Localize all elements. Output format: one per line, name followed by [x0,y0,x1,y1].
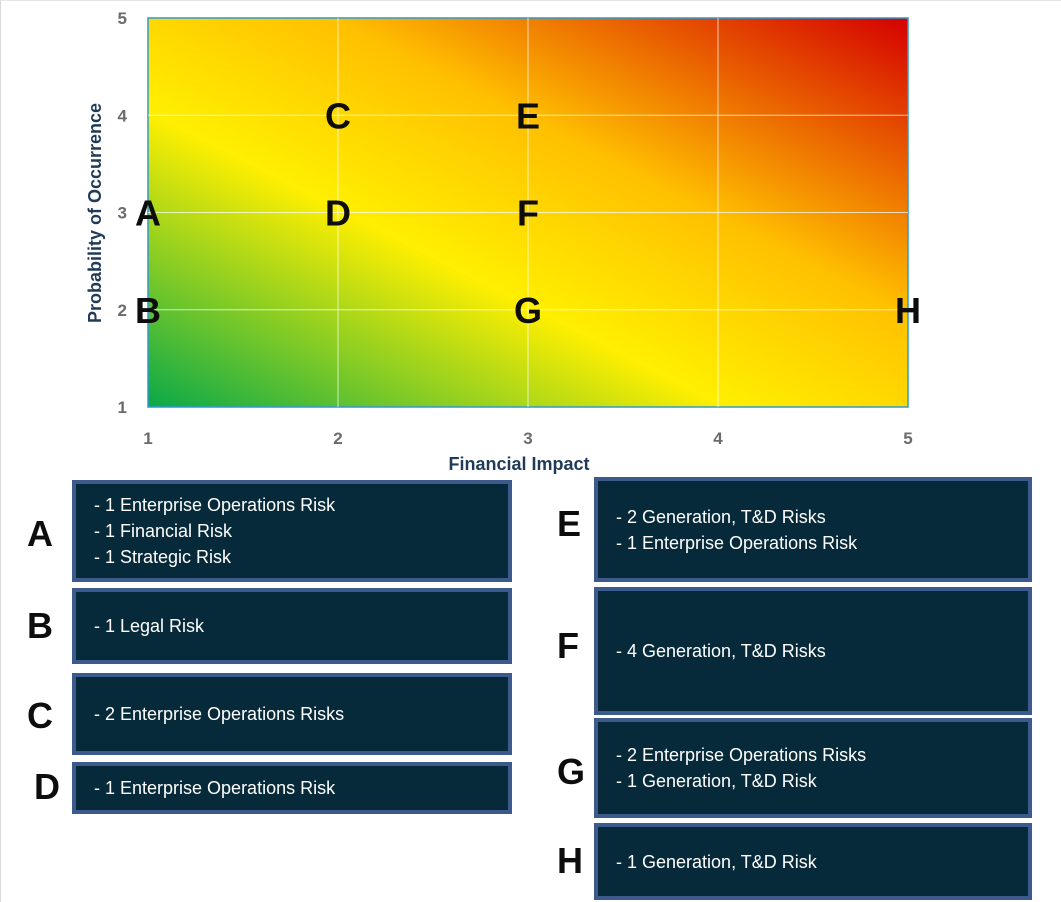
legend-line: - 1 Generation, T&D Risk [616,771,817,791]
legend-line: - 4 Generation, T&D Risks [616,641,826,661]
x-tick-label: 2 [333,429,342,448]
y-tick-label: 4 [118,106,128,125]
y-tick-label: 3 [118,204,127,223]
legend-box-c: - 2 Enterprise Operations Risks [72,673,512,755]
x-axis-label: Financial Impact [448,454,589,474]
legend-line: - 1 Generation, T&D Risk [616,851,817,872]
grid-lines [148,18,908,407]
legend-line: - 1 Strategic Risk [94,547,232,567]
legend-box-g: - 2 Enterprise Operations Risks - 1 Gener… [594,718,1032,818]
point-g: G [514,290,542,331]
legend-box-b: - 1 Legal Risk [72,588,512,664]
legend-box-d: - 1 Enterprise Operations Risk [72,762,512,814]
point-f: F [517,193,539,234]
legend-line: - 1 Enterprise Operations Risk [94,495,336,515]
y-tick-label: 5 [118,9,127,28]
point-c: C [325,95,351,136]
y-tick-label: 1 [118,398,127,417]
point-h: H [895,290,921,331]
legend-letter-a: A [27,513,53,554]
point-b: B [135,290,161,331]
legend-line: - 1 Enterprise Operations Risk [94,778,336,798]
point-e: E [516,95,540,136]
legend-box-f: - 4 Generation, T&D Risks [594,587,1032,715]
legend-line: - 1 Enterprise Operations Risk [616,532,858,553]
point-a: A [135,193,161,234]
y-tick-label: 2 [118,301,127,320]
x-tick-label: 1 [143,429,152,448]
legend-letter-f: F [557,625,579,666]
x-tick-label: 5 [903,429,912,448]
legend-box-e: - 2 Generation, T&D Risks - 1 Enterprise … [594,477,1032,582]
legend-letter-c: C [27,695,53,736]
legend-letter-e: E [557,503,582,544]
legend-letter-d: D [34,766,60,807]
y-axis-label: Probability of Occurrence [85,103,105,323]
legend-letter-g: G [557,751,586,792]
legend-line: - 2 Generation, T&D Risks [616,506,826,527]
legend-line: - 1 Financial Risk [94,521,233,541]
y-axis-ticks: 1 2 3 4 5 [118,9,128,417]
legend-box-a: - 1 Enterprise Operations Risk - 1 Financ… [72,480,512,582]
legend-line: - 2 Enterprise Operations Risks [94,704,345,724]
risk-heatmap-chart: 1 2 3 4 5 1 2 3 4 5 Financial Impact Probability… [85,9,921,474]
legend-letter-h: H [557,840,583,881]
legend-line: - 1 Legal Risk [94,616,205,636]
legend-letter-b: B [27,605,53,646]
legend-line: - 2 Enterprise Operations Risks [616,745,867,765]
x-tick-label: 3 [523,429,532,448]
legend-box-h: - 1 Generation, T&D Risk [594,823,1032,900]
x-tick-label: 4 [713,429,723,448]
point-d: D [325,193,351,234]
x-axis-ticks: 1 2 3 4 5 [143,429,912,448]
data-points: A B C D E F G H [135,95,921,331]
